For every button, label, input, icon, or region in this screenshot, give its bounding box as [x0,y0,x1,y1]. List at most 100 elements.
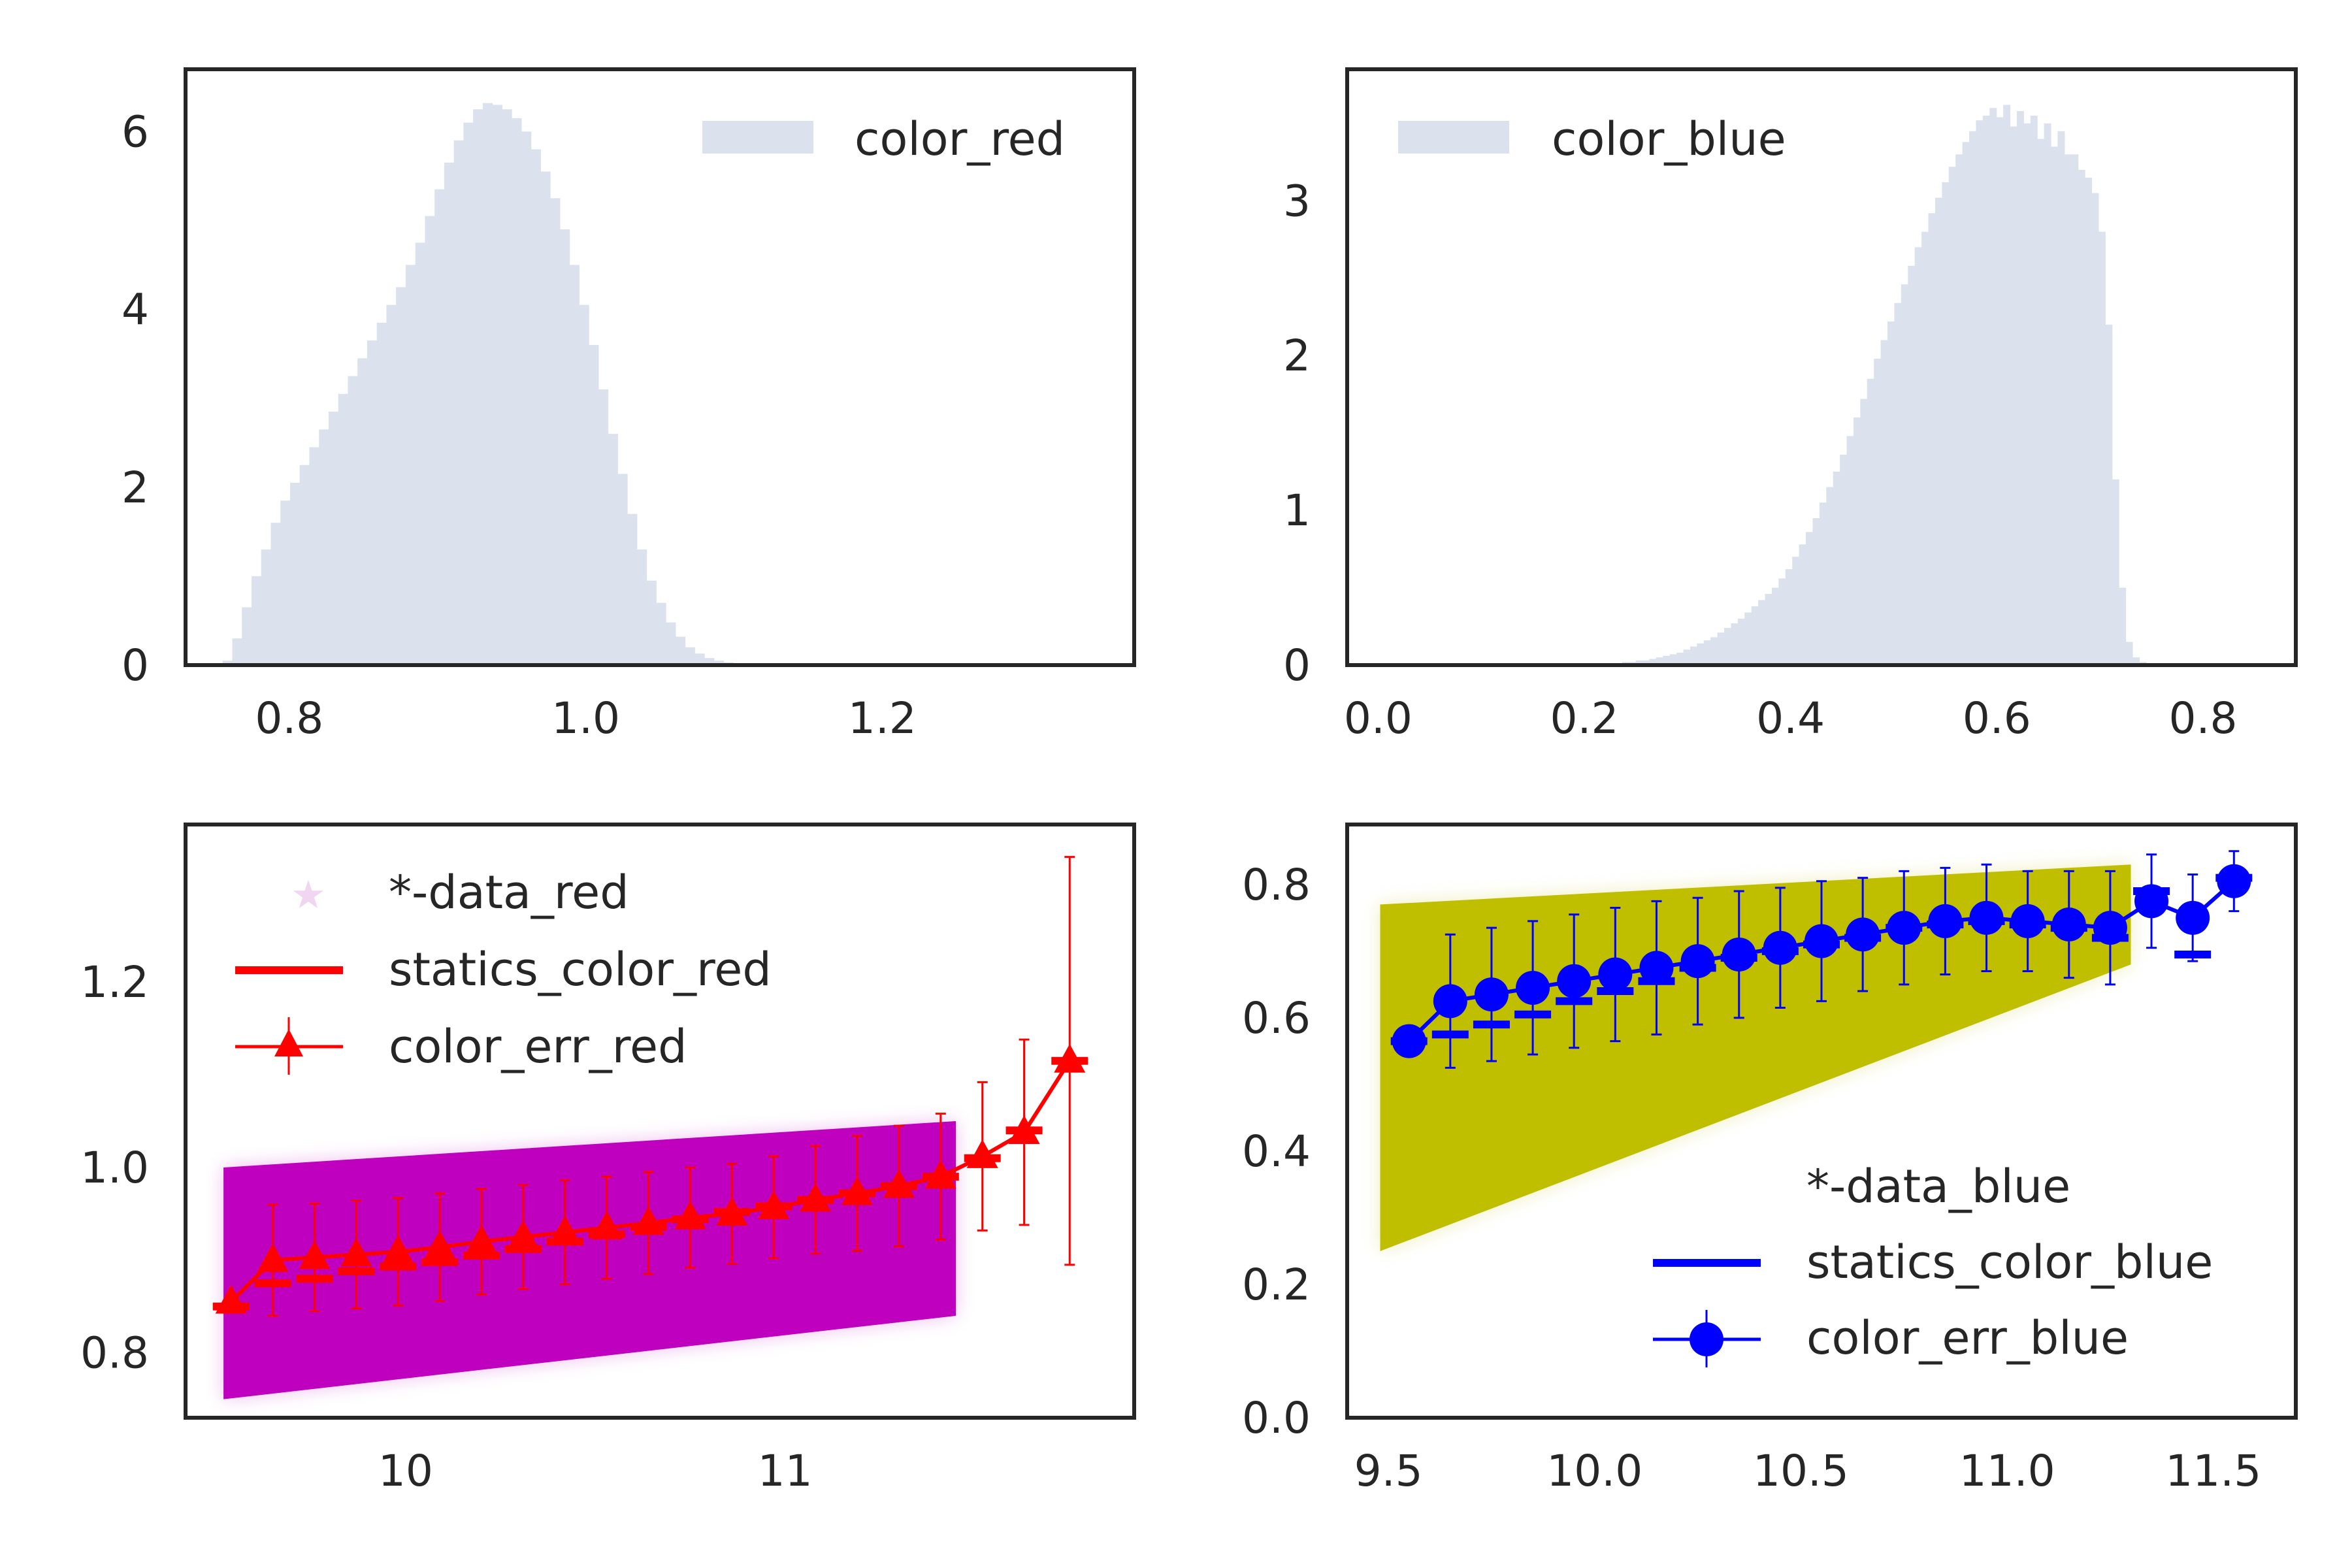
histogram-bar [1669,654,1677,665]
y-tick-label: 0.6 [1242,993,1311,1043]
histogram-bar [2105,324,2113,665]
histogram-bar [1690,646,1697,665]
histogram-bar [2044,123,2051,666]
histogram-bar [1942,182,1950,665]
histogram-bar [589,344,599,665]
y-tick-label: 6 [122,106,149,157]
data-point-triangle [382,1235,414,1264]
histogram-bar [289,482,301,665]
histogram-bar [569,265,580,666]
histogram-bar [348,376,358,665]
legend-label-statics-red: statics_color_red [389,943,772,996]
x-tick-label: 0.2 [1550,693,1619,743]
data-point-circle [1392,1024,1426,1058]
y-tick-label: 4 [122,285,149,335]
histogram-bar [1976,120,1984,665]
histogram-bar [2037,139,2045,665]
histogram-bar [280,500,291,665]
y-tick-label: 0.0 [1242,1393,1311,1443]
histogram-bar [2010,126,2017,666]
data-point-circle [1763,930,1797,965]
histogram-bar [367,340,378,665]
x-tick-label: 10.0 [1546,1446,1642,1496]
legend-patch-color-blue [1398,121,1509,154]
data-point-circle [1680,944,1715,979]
legend-label-color-blue: color_blue [1552,112,1786,166]
scatter-cloud [1380,864,2131,1251]
histogram-bar [627,514,638,665]
legend-label-data-red: *-data_red [389,866,629,919]
x-tick-label: 11 [758,1446,813,1496]
histogram-bar [1853,417,1861,665]
legend-marker-data-red: ★ [291,872,326,918]
data-point-triangle [215,1284,247,1314]
histogram-bar [1751,606,1759,665]
histogram-bar [386,304,397,665]
histogram-bar [1771,587,1779,665]
data-point-triangle [466,1224,498,1254]
histogram-bar [2064,154,2072,666]
legend-label-statics-blue: statics_color_blue [1806,1235,2213,1289]
x-tick-label: 11.5 [2165,1446,2261,1496]
legend: *-data_blue statics_color_blue color_err… [1653,1160,2213,1367]
histogram-bar [521,131,532,666]
histogram-bar [1663,655,1671,665]
histogram-bar [2071,154,2079,666]
histogram-bar [2112,479,2119,665]
histogram-bar [2085,177,2093,665]
histogram-bar [617,474,628,665]
histogram-bar [636,549,647,665]
histogram-bar [656,602,666,665]
data-point-triangle [841,1176,874,1205]
histogram-bar [444,162,455,666]
histogram-bar [1955,154,1963,666]
histogram-bar [1731,623,1739,665]
histogram-bar [1635,660,1643,665]
y-tick-label: 1.2 [80,957,149,1007]
histogram-bar [704,658,715,665]
histogram-bar [405,265,416,666]
histogram-bar [1996,117,2004,665]
histogram-bar [1880,340,1888,665]
data-point-circle [2134,884,2169,919]
histogram-bar [646,580,657,665]
histogram-bar [1710,637,1718,665]
histogram-bar [1676,653,1684,665]
histogram-bar [434,189,445,665]
x-tick-label: 1.0 [551,693,620,743]
histogram-bar [425,216,435,665]
data-point-circle [1805,924,1838,958]
y-tick-label: 0.8 [80,1328,149,1379]
legend-patch-color-red [702,121,813,154]
histogram-bar [713,661,725,665]
data-point-triangle [800,1183,832,1212]
histogram-bar [1724,628,1732,665]
histogram-bar [531,149,541,666]
histogram-bar [1737,618,1745,665]
data-point-circle [2176,900,2210,935]
y-tick-label: 0.2 [1242,1260,1311,1310]
legend: color_red [702,112,1065,166]
histogram-bar [694,653,705,665]
histogram-bar [1969,131,1977,666]
histogram-bar [666,622,676,665]
histogram-bar [2091,193,2099,666]
histogram-bar [608,434,618,665]
histogram-bar [1901,284,1908,665]
x-tick-label: 10.5 [1753,1446,1849,1496]
data-point-circle [1969,900,2004,935]
y-tick-label: 2 [122,463,149,513]
histogram-bar [1921,231,1929,665]
y-tick-label: 0 [122,640,149,691]
legend-marker-circle-icon [1690,1322,1723,1356]
histogram-bar [463,122,474,666]
legend-marker-triangle-icon [274,1029,303,1056]
histogram-bar [415,242,426,665]
data-point-circle [1557,964,1592,998]
x-tick-label: 1.2 [848,693,917,743]
histogram-bar [482,103,493,666]
histogram-bar [1819,502,1827,665]
histogram-bar [2016,110,2024,665]
histogram-bar [1826,487,1834,665]
